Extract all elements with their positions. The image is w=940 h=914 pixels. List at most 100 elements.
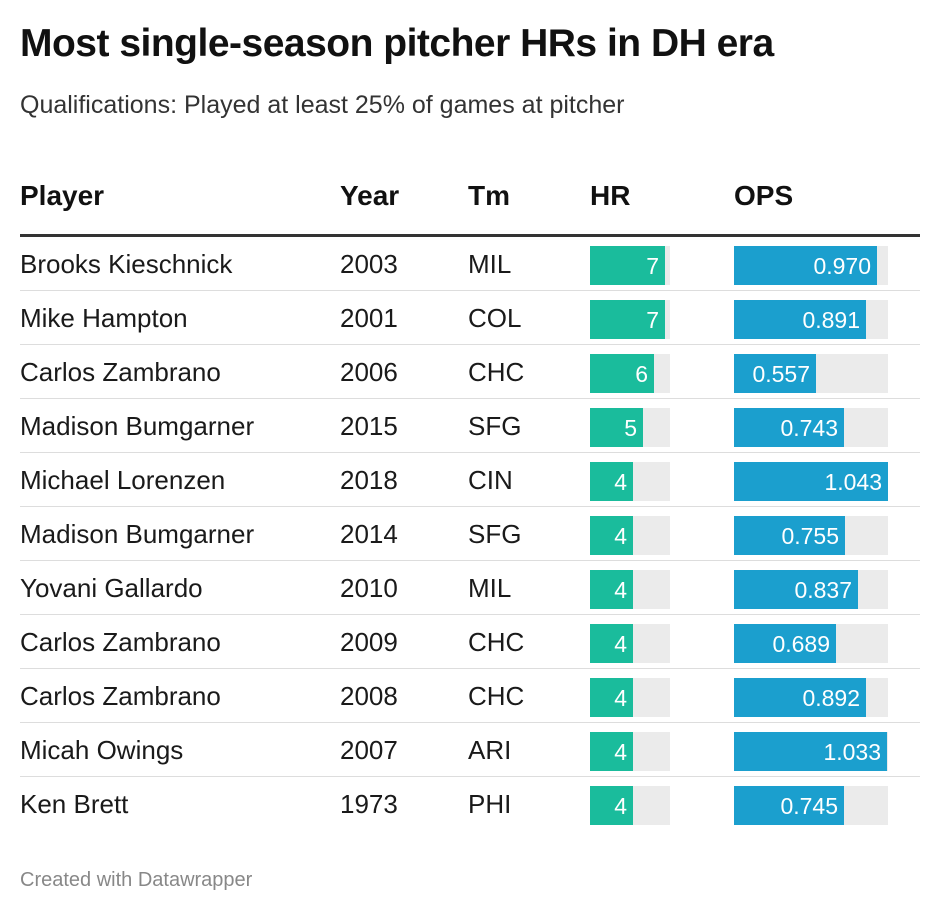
player-cell: Madison Bumgarner [20,411,255,441]
table-row: Brooks Kieschnick 2003 MIL 7 0.970 [20,237,920,291]
ops-bar-track: 0.837 [734,570,888,609]
table-row: Ken Brett 1973 PHI 4 0.745 [20,777,920,830]
hr-value-label: 4 [614,577,627,603]
table-header: Player Year Tm HR OPS [20,178,920,237]
ops-value-label: 0.970 [813,253,871,279]
chart-subtitle: Qualifications: Played at least 25% of g… [20,91,625,119]
year-cell: 2014 [340,519,398,549]
table-row: Madison Bumgarner 2014 SFG 4 0.755 [20,507,920,561]
hr-bar: 4 [590,732,633,771]
ops-bar: 0.837 [734,570,858,609]
player-cell: Yovani Gallardo [20,573,203,603]
chart-title: Most single-season pitcher HRs in DH era [20,22,774,65]
ops-bar-track: 0.891 [734,300,888,339]
team-cell: PHI [468,789,512,819]
hr-bar: 4 [590,462,633,501]
team-cell: CHC [468,357,525,387]
year-cell: 2007 [340,735,398,765]
team-cell: CIN [468,465,513,495]
hr-bar-track: 4 [590,732,670,771]
table-body: Brooks Kieschnick 2003 MIL 7 0.970 Mike Hampt… [20,237,920,830]
header-hr[interactable]: HR [590,180,631,211]
ops-value-label: 0.892 [802,685,860,711]
ops-bar: 0.743 [734,408,844,447]
hr-value-label: 6 [635,361,648,387]
ops-bar: 0.891 [734,300,866,339]
attribution-footer: Created with Datawrapper [20,869,253,891]
team-cell: CHC [468,681,525,711]
hr-value-label: 4 [614,739,627,765]
hr-bar: 4 [590,516,633,555]
year-cell: 2009 [340,627,398,657]
hr-value-label: 4 [614,793,627,819]
year-cell: 2010 [340,573,398,603]
table-row: Madison Bumgarner 2015 SFG 5 0.743 [20,399,920,453]
table-row: Carlos Zambrano 2006 CHC 6 0.557 [20,345,920,399]
year-cell: 2003 [340,249,398,279]
table-row: Michael Lorenzen 2018 CIN 4 1.043 [20,453,920,507]
player-cell: Micah Owings [20,735,184,765]
team-cell: SFG [468,411,522,441]
ops-bar: 0.689 [734,624,836,663]
year-cell: 2015 [340,411,398,441]
table-row: Yovani Gallardo 2010 MIL 4 0.837 [20,561,920,615]
team-cell: SFG [468,519,522,549]
ops-bar: 0.557 [734,354,816,393]
ops-bar-track: 0.745 [734,786,888,825]
ops-bar: 0.745 [734,786,844,825]
ops-bar-track: 0.892 [734,678,888,717]
hr-value-label: 7 [646,307,659,333]
player-cell: Carlos Zambrano [20,627,221,657]
player-cell: Brooks Kieschnick [20,249,233,279]
ops-bar-track: 0.755 [734,516,888,555]
header-player[interactable]: Player [20,180,105,211]
ops-bar: 0.970 [734,246,877,285]
year-cell: 2006 [340,357,398,387]
header-year[interactable]: Year [340,180,400,211]
hr-bar: 6 [590,354,654,393]
hr-bar-track: 7 [590,246,670,285]
hr-bar-track: 4 [590,570,670,609]
hr-bar: 4 [590,786,633,825]
hr-value-label: 4 [614,685,627,711]
player-cell: Mike Hampton [20,303,188,333]
ops-bar: 1.043 [734,462,888,501]
hr-bar: 4 [590,570,633,609]
team-cell: MIL [468,249,512,279]
ops-value-label: 1.043 [824,469,882,495]
ops-value-label: 0.891 [802,307,860,333]
ops-bar-track: 0.743 [734,408,888,447]
ops-value-label: 1.033 [823,739,881,765]
team-cell: CHC [468,627,525,657]
hr-value-label: 4 [614,469,627,495]
hr-value-label: 7 [646,253,659,279]
hr-bar-track: 5 [590,408,670,447]
hr-value-label: 4 [614,631,627,657]
ops-bar-track: 0.970 [734,246,888,285]
team-cell: COL [468,303,522,333]
ops-bar-track: 1.043 [734,462,888,501]
data-table: Player Year Tm HR OPS Brooks Kieschnick 2… [20,178,920,830]
ops-bar: 0.892 [734,678,866,717]
hr-bar: 4 [590,624,633,663]
hr-value-label: 4 [614,523,627,549]
ops-bar: 1.033 [734,732,887,771]
ops-value-label: 0.837 [794,577,852,603]
year-cell: 2001 [340,303,398,333]
team-cell: ARI [468,735,512,765]
header-ops[interactable]: OPS [734,180,794,211]
player-cell: Madison Bumgarner [20,519,255,549]
table-row: Mike Hampton 2001 COL 7 0.891 [20,291,920,345]
year-cell: 2018 [340,465,398,495]
ops-value-label: 0.689 [772,631,830,657]
table-row: Carlos Zambrano 2009 CHC 4 0.689 [20,615,920,669]
hr-bar: 7 [590,300,665,339]
hr-bar-track: 4 [590,462,670,501]
hr-bar-track: 6 [590,354,670,393]
header-tm[interactable]: Tm [468,180,510,211]
player-cell: Carlos Zambrano [20,681,221,711]
player-cell: Carlos Zambrano [20,357,221,387]
year-cell: 1973 [340,789,398,819]
hr-bar-track: 7 [590,300,670,339]
ops-bar-track: 1.033 [734,732,888,771]
